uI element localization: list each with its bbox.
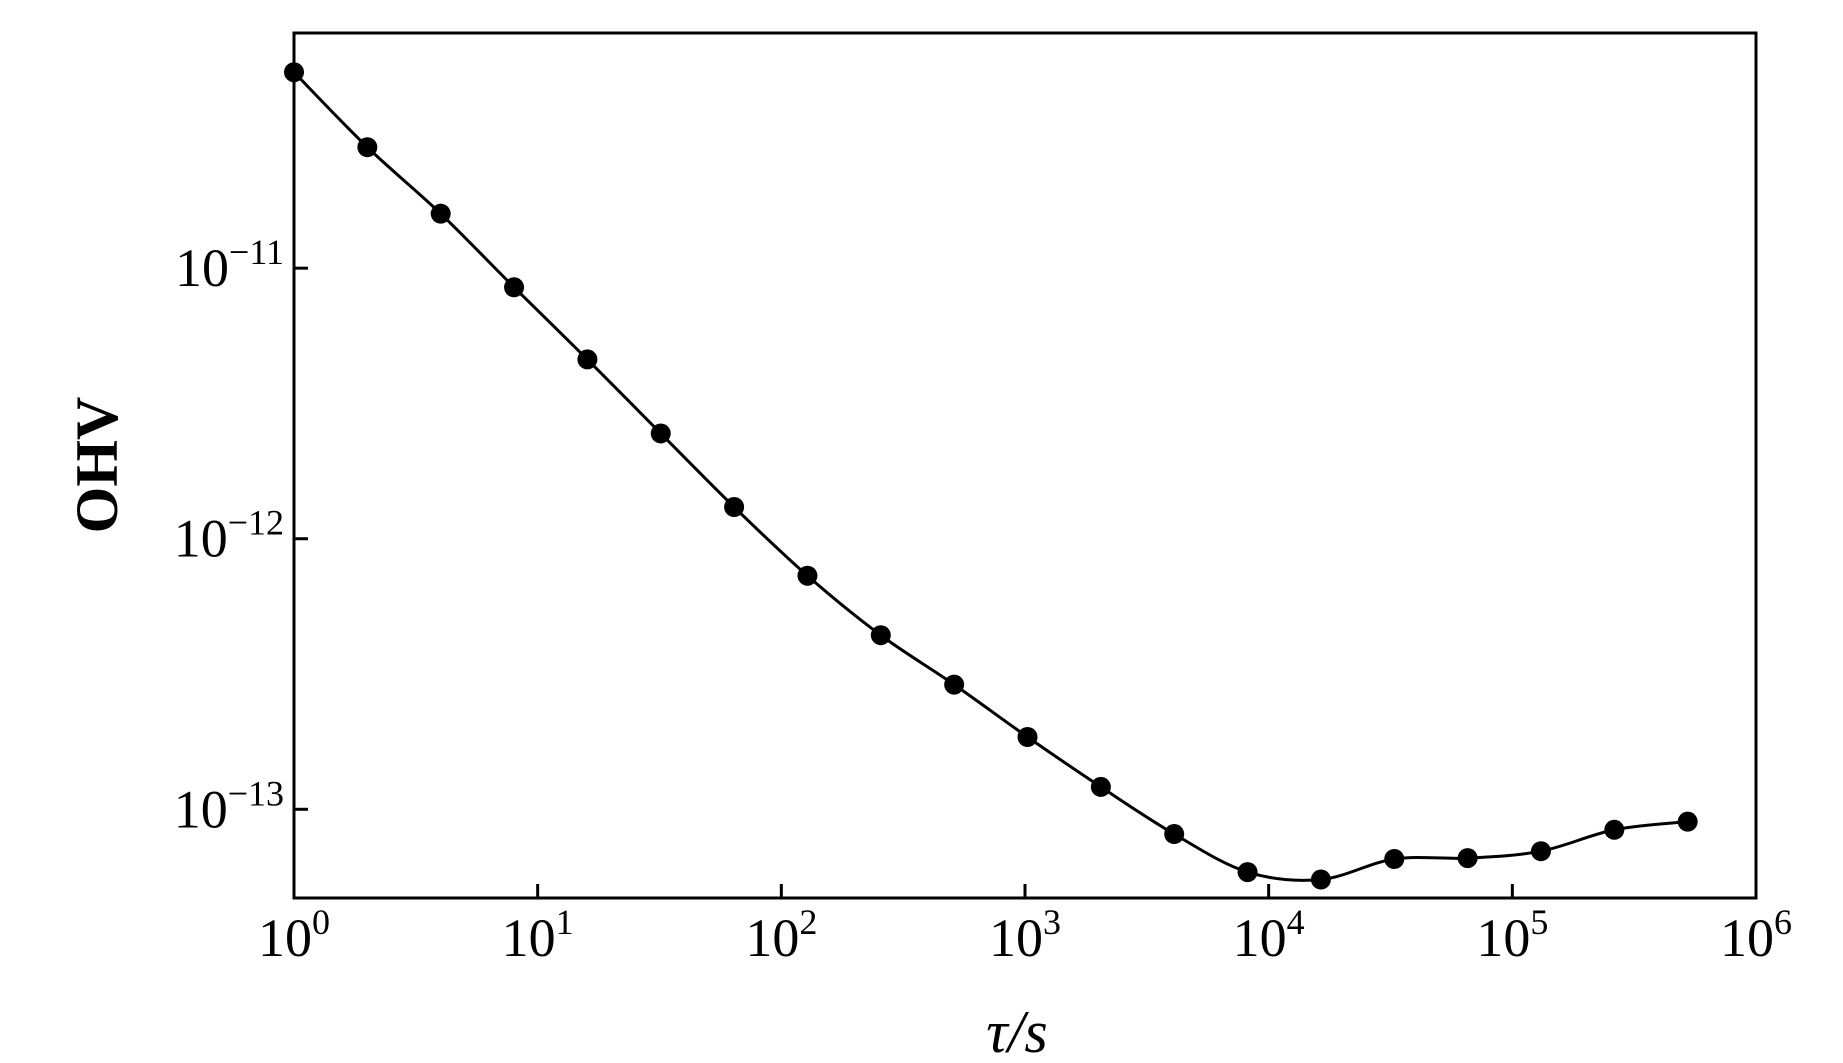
x-tick-label: 100 — [258, 902, 330, 968]
x-tick-label: 105 — [1476, 902, 1548, 968]
plot-frame — [292, 31, 1758, 900]
data-point — [797, 565, 818, 586]
data-point — [724, 497, 745, 518]
data-point — [1457, 848, 1478, 869]
data-point — [1237, 862, 1258, 883]
x-tick-label: 103 — [989, 902, 1061, 968]
data-point — [1384, 849, 1405, 870]
x-tick-label: 104 — [1233, 902, 1305, 968]
y-tick-label: 10−12 — [174, 503, 284, 569]
data-point — [430, 203, 451, 224]
data-point — [650, 423, 671, 444]
data-point — [1604, 819, 1625, 840]
x-tick-label: 101 — [502, 902, 574, 968]
data-point — [1310, 869, 1331, 890]
x-tick-label: 102 — [745, 902, 817, 968]
x-tick-label: 106 — [1720, 902, 1792, 968]
data-point — [1090, 776, 1111, 797]
data-point — [1164, 824, 1185, 845]
data-point — [577, 349, 598, 370]
data-point — [504, 277, 525, 298]
data-point — [1677, 811, 1698, 832]
data-point — [1017, 726, 1038, 747]
data-point — [1530, 841, 1551, 862]
data-point — [357, 137, 378, 158]
x-axis-label: τ/s — [986, 999, 1048, 1063]
y-axis-label: OHV — [64, 397, 130, 534]
y-tick-label: 10−11 — [175, 232, 284, 298]
data-point — [870, 625, 891, 646]
data-point — [944, 674, 965, 695]
data-line — [292, 71, 1688, 882]
y-tick-label: 10−13 — [174, 773, 284, 839]
data-point — [284, 62, 304, 83]
